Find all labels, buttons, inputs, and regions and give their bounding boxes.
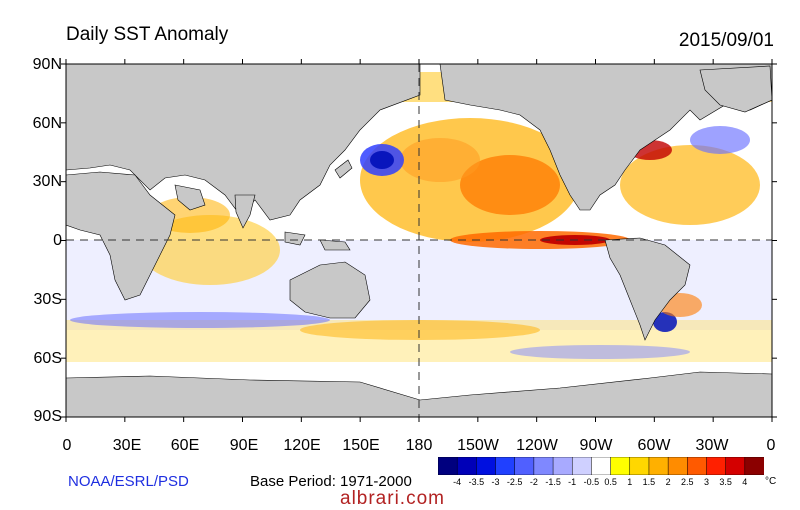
colorbar-swatch — [476, 457, 497, 475]
colorbar-swatch — [687, 457, 708, 475]
colorbar-tick-label: -3.5 — [468, 477, 485, 487]
lon-label-90e: 90E — [229, 437, 259, 454]
lat-label-30n: 30N — [32, 173, 62, 190]
colorbar-tick-label: 4 — [742, 477, 748, 487]
map-title: Daily SST Anomaly — [66, 24, 229, 45]
lon-label-60w: 60W — [637, 437, 671, 454]
colorbar-swatch — [533, 457, 554, 475]
lon-label-90w: 90W — [579, 437, 613, 454]
colorbar-swatch — [744, 457, 764, 475]
colorbar-tick-label: 2 — [665, 477, 671, 487]
colorbar-swatch — [725, 457, 746, 475]
colorbar-swatch — [438, 457, 458, 475]
colorbar-tick-label: 3.5 — [719, 477, 732, 487]
colorbar-swatch — [706, 457, 727, 475]
lon-label-60e: 60E — [170, 437, 200, 454]
credit-link[interactable]: NOAA/ESRL/PSD — [68, 473, 189, 490]
lat-label-60s: 60S — [33, 350, 62, 367]
lat-label-90s: 90S — [33, 408, 62, 425]
colorbar-tick-label: -0.5 — [583, 477, 600, 487]
lon-label-150w: 150W — [457, 437, 499, 454]
colorbar-unit: °C — [765, 476, 777, 487]
colorbar-swatch — [514, 457, 535, 475]
lat-label-0: 0 — [53, 232, 62, 249]
lat-label-90n: 90N — [32, 56, 62, 73]
colorbar-swatch — [648, 457, 669, 475]
watermark: albrari.com — [340, 488, 445, 509]
colorbar-tick-label: 2.5 — [681, 477, 694, 487]
map-date: 2015/09/01 — [678, 30, 774, 51]
colorbar-tick-label: -1.5 — [545, 477, 561, 487]
colorbar-tick-label: 3 — [703, 477, 710, 487]
lon-label-120e: 120E — [283, 437, 321, 454]
colorbar-tick-label: -2 — [529, 477, 538, 487]
colorbar-swatch — [571, 457, 592, 475]
lon-label-150e: 150E — [342, 437, 380, 454]
colorbar-tick-label: -1 — [568, 477, 577, 487]
lat-label-30s: 30S — [33, 291, 62, 308]
colorbar-swatch — [667, 457, 688, 475]
colorbar-tick-label: -4 — [453, 477, 462, 487]
base-period: Base Period: 1971-2000 — [250, 473, 412, 490]
colorbar-swatch — [610, 457, 631, 475]
colorbar — [438, 457, 764, 475]
lon-label-120w: 120W — [516, 437, 558, 454]
lon-label-0: 0 — [62, 437, 72, 454]
lon-label-30e: 30E — [112, 437, 142, 454]
colorbar-tick-label: 1 — [627, 477, 633, 487]
colorbar-tick-label: 0.5 — [604, 477, 617, 487]
lon-label-180: 180 — [405, 437, 433, 454]
colorbar-swatch — [552, 457, 573, 475]
colorbar-swatch — [629, 457, 650, 475]
lon-label-30w: 30W — [695, 437, 729, 454]
colorbar-swatch — [495, 457, 516, 475]
colorbar-tick-label: -3 — [491, 477, 500, 487]
colorbar-tick-label: -2.5 — [506, 477, 523, 487]
lat-label-60n: 60N — [32, 115, 62, 132]
colorbar-swatch — [456, 457, 477, 475]
colorbar-swatch — [591, 457, 612, 475]
colorbar-tick-label: 1.5 — [642, 477, 656, 487]
lon-label-0-east: 0 — [766, 437, 776, 454]
